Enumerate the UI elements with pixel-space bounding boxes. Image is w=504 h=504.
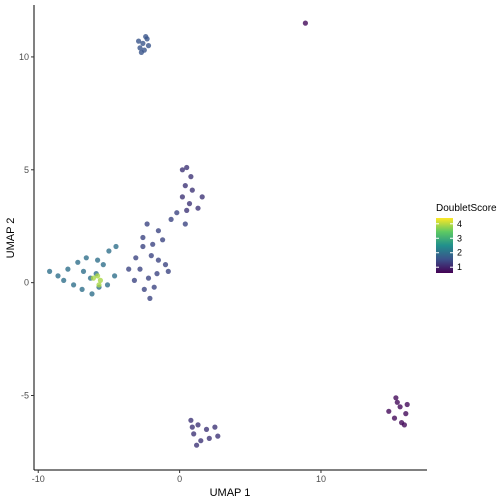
data-point [96,282,102,288]
y-tick-label: 10 [19,52,29,62]
data-point [403,411,409,417]
data-point [126,266,132,272]
data-point [112,273,118,279]
data-point [144,221,150,227]
data-point [80,268,87,274]
data-point [136,38,142,44]
data-point [168,216,174,222]
data-point [97,277,103,283]
data-point [212,424,218,430]
y-axis-title: UMAP 2 [5,218,17,259]
data-point [145,275,152,281]
data-point [147,295,153,301]
data-point [188,174,194,180]
data-point [206,435,212,441]
data-point [154,271,160,277]
data-point [179,194,185,200]
data-point [131,277,137,283]
legend-tick-label: 3 [457,233,462,243]
legend-title: DoubletScore [436,203,497,214]
data-point [137,266,143,272]
x-axis-title: UMAP 1 [210,487,251,499]
data-point [162,262,169,268]
data-point [203,426,210,432]
data-point [179,167,185,173]
data-point [90,275,96,281]
data-point [189,424,195,430]
x-axis-ticks: -10 0 10 [32,470,326,484]
legend: DoubletScore 1 2 3 4 [436,203,497,273]
data-point [137,45,143,51]
data-point [100,262,106,268]
data-point [188,417,194,423]
legend-colorbar [436,218,453,273]
data-point [397,404,403,410]
data-point [189,187,195,193]
data-point [302,20,308,26]
data-point [194,442,200,448]
data-point [140,243,146,250]
data-point [160,237,166,243]
data-point [195,422,201,428]
data-point [182,221,188,227]
data-point [145,43,152,49]
x-tick-label: 10 [316,474,326,484]
data-point [195,205,201,211]
y-axis-ticks: -5 0 5 10 [19,52,34,401]
data-point [401,422,407,428]
data-point [386,408,392,414]
y-tick-label: 0 [24,278,29,288]
data-point [140,40,146,47]
data-point [61,277,67,283]
data-point [140,234,146,241]
data-point [199,194,205,200]
data-point [391,415,398,421]
legend-tick-label: 4 [457,219,462,229]
data-points [47,20,410,448]
data-point [155,228,161,234]
data-point [95,257,101,263]
data-point [83,255,89,261]
x-tick-label: 0 [177,474,182,484]
data-point [184,164,190,171]
data-point [191,431,197,437]
data-point [155,257,161,263]
data-point [89,291,95,297]
data-point [151,284,157,290]
y-tick-label: 5 [24,165,29,175]
data-point [55,273,61,279]
data-point [141,286,147,292]
x-tick-label: -10 [32,474,45,484]
legend-ticks: 1 2 3 4 [436,219,462,272]
y-tick-label: -5 [21,391,29,401]
data-point [394,399,400,405]
data-point [393,395,399,401]
data-point [65,266,71,272]
data-point [184,207,190,213]
data-point [198,438,204,444]
data-point [143,34,149,40]
data-point [106,248,112,254]
data-point [404,401,410,408]
data-point [150,241,156,247]
data-point [79,286,85,292]
data-point [104,282,111,288]
data-point [75,259,81,265]
data-point [138,49,144,56]
data-point [165,268,171,274]
data-point [95,273,101,279]
data-point [182,183,188,189]
data-point [71,282,77,288]
data-point [113,243,119,250]
data-point [133,255,139,261]
data-point [174,210,180,216]
data-point [148,253,154,259]
legend-tick-label: 2 [457,248,462,258]
data-point [186,201,193,207]
data-point [215,433,221,439]
data-point [47,268,53,274]
legend-tick-label: 1 [457,262,462,272]
